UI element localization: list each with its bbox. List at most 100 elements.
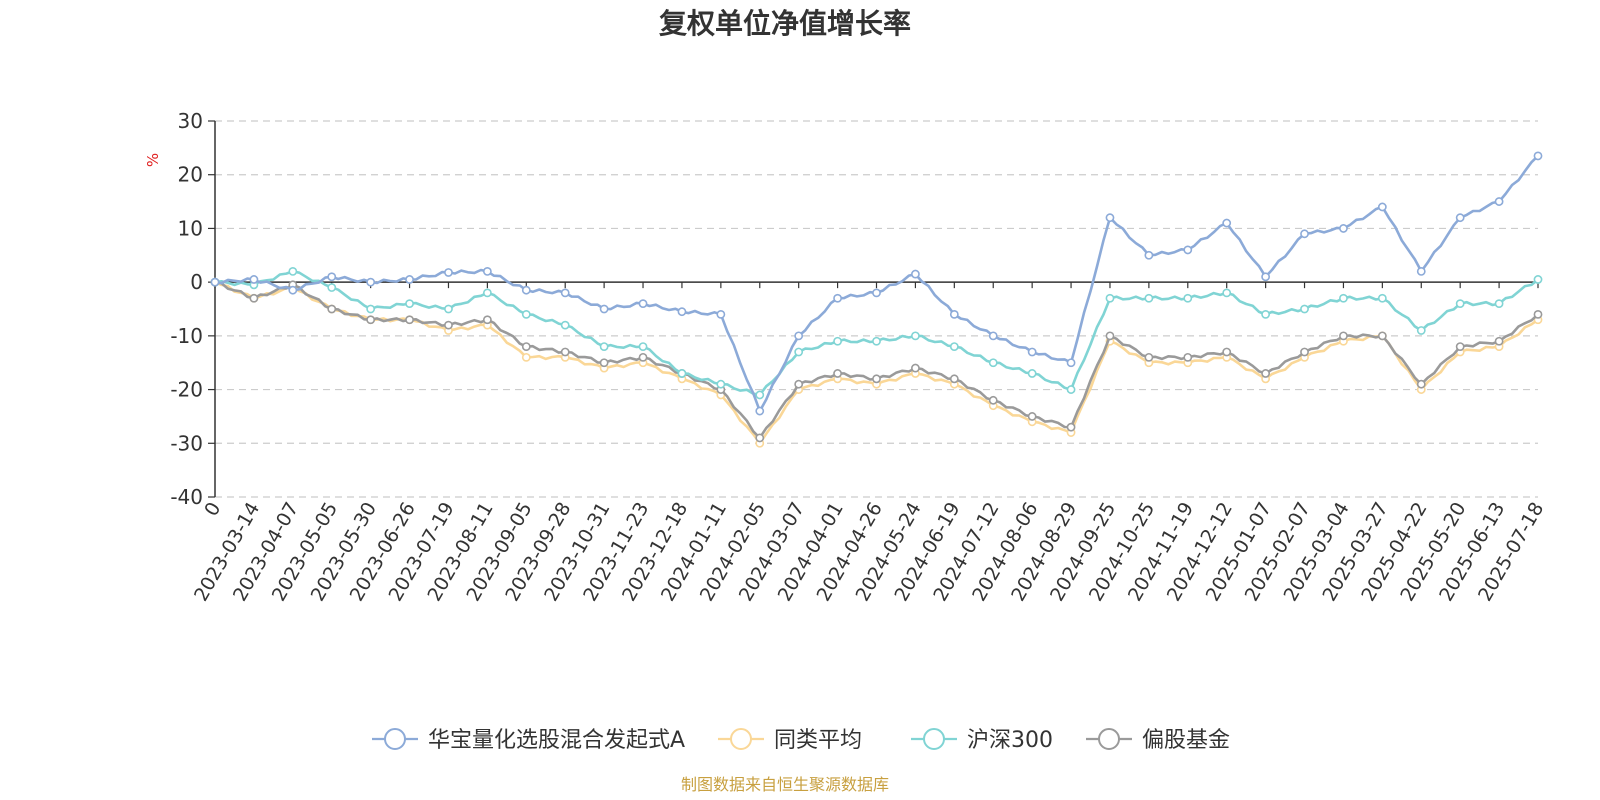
- data-point: [366, 304, 376, 314]
- data-point: [755, 390, 765, 400]
- data-point: [911, 363, 920, 373]
- data-point: [1533, 275, 1543, 284]
- x-tick-label: 0: [200, 499, 225, 520]
- y-tick-label: -20: [170, 378, 203, 402]
- series-line: [214, 280, 1539, 445]
- data-point: [288, 266, 298, 276]
- y-tick-label: 20: [178, 163, 203, 187]
- data-point: [1027, 347, 1037, 357]
- data-point: [1105, 293, 1115, 303]
- data-point: [405, 315, 414, 325]
- legend-item-0[interactable]: 华宝量化选股混合发起式A: [372, 728, 685, 753]
- data-point: [482, 288, 492, 298]
- data-point: [1339, 224, 1348, 233]
- data-point: [1455, 299, 1465, 309]
- data-point: [1339, 331, 1348, 341]
- data-point: [755, 406, 765, 416]
- data-point: [1455, 342, 1465, 351]
- legend[interactable]: 华宝量化选股混合发起式A 同类平均 沪深300 偏股基金: [372, 728, 1230, 753]
- data-point: [521, 309, 531, 319]
- data-point: [638, 352, 648, 362]
- data-point: [1105, 331, 1115, 341]
- y-tick-label: 0: [190, 270, 203, 294]
- data-point: [444, 268, 453, 277]
- data-point: [1105, 213, 1115, 223]
- data-point: [1183, 293, 1193, 303]
- y-tick-label: -10: [170, 324, 203, 348]
- y-tick-label: -30: [170, 431, 203, 455]
- legend-label: 华宝量化选股混合发起式A: [428, 728, 685, 753]
- data-point: [560, 347, 570, 357]
- data-point: [1144, 352, 1154, 362]
- data-point: [911, 331, 920, 341]
- legend-circle-icon: [384, 728, 406, 750]
- data-point: [444, 320, 453, 330]
- data-point: [1300, 304, 1309, 314]
- data-point: [872, 374, 881, 384]
- data-point: [599, 358, 609, 368]
- data-point: [677, 369, 687, 378]
- data-point: [716, 379, 726, 389]
- data-point: [949, 309, 959, 319]
- data-point: [249, 275, 259, 284]
- data-point: [1377, 293, 1387, 303]
- data-point: [1533, 151, 1543, 161]
- series-2: [210, 266, 1543, 400]
- data-point: [560, 288, 570, 298]
- legend-item-2[interactable]: 沪深300: [911, 728, 1053, 753]
- data-point: [1222, 347, 1232, 357]
- data-point: [1416, 379, 1426, 389]
- legend-circle-icon: [923, 728, 945, 750]
- legend-item-1[interactable]: 同类平均: [718, 728, 862, 753]
- grid-lines: [215, 120, 1538, 498]
- data-point: [1533, 309, 1543, 319]
- data-point: [482, 315, 492, 325]
- legend-circle-icon: [1098, 728, 1120, 750]
- data-point: [366, 277, 376, 287]
- y-tick-label: 30: [178, 109, 203, 133]
- data-point: [599, 304, 609, 314]
- data-point: [366, 315, 376, 325]
- data-point: [872, 336, 881, 346]
- data-point: [1183, 352, 1193, 362]
- series-lines: [210, 151, 1543, 448]
- data-point: [794, 379, 804, 389]
- data-point: [988, 331, 998, 341]
- data-point: [327, 283, 337, 292]
- data-point: [1066, 358, 1076, 368]
- legend-label: 同类平均: [774, 728, 862, 753]
- data-point: [521, 285, 531, 295]
- data-point: [1339, 293, 1348, 303]
- data-point: [638, 299, 648, 309]
- data-point: [949, 342, 959, 351]
- chart-title: 复权单位净值增长率: [659, 7, 911, 40]
- data-point: [677, 307, 687, 317]
- legend-label: 沪深300: [967, 728, 1053, 753]
- data-point: [833, 293, 842, 303]
- data-point: [1222, 218, 1232, 228]
- data-point: [1377, 202, 1387, 212]
- series-3: [210, 277, 1543, 443]
- data-point: [988, 395, 998, 405]
- data-point: [1377, 331, 1387, 341]
- data-point: [1261, 369, 1271, 378]
- data-point: [1183, 245, 1193, 255]
- data-point: [1300, 229, 1309, 239]
- y-axis-unit: %: [144, 153, 162, 167]
- data-point: [327, 304, 337, 314]
- data-point: [988, 358, 998, 368]
- data-point: [210, 277, 220, 287]
- data-point: [794, 331, 804, 341]
- data-point: [794, 347, 804, 357]
- data-source-note: 制图数据来自恒生聚源数据库: [681, 775, 889, 794]
- data-point: [716, 309, 726, 319]
- data-point: [1027, 369, 1037, 378]
- data-point: [1144, 250, 1154, 260]
- data-point: [1455, 213, 1465, 223]
- data-point: [1494, 336, 1504, 346]
- data-point: [1416, 266, 1426, 276]
- y-axis: 30 20 10 0 -10 -20 -30 -40: [170, 109, 1538, 509]
- data-point: [521, 352, 531, 362]
- data-point: [327, 272, 337, 282]
- legend-item-3[interactable]: 偏股基金: [1086, 728, 1230, 753]
